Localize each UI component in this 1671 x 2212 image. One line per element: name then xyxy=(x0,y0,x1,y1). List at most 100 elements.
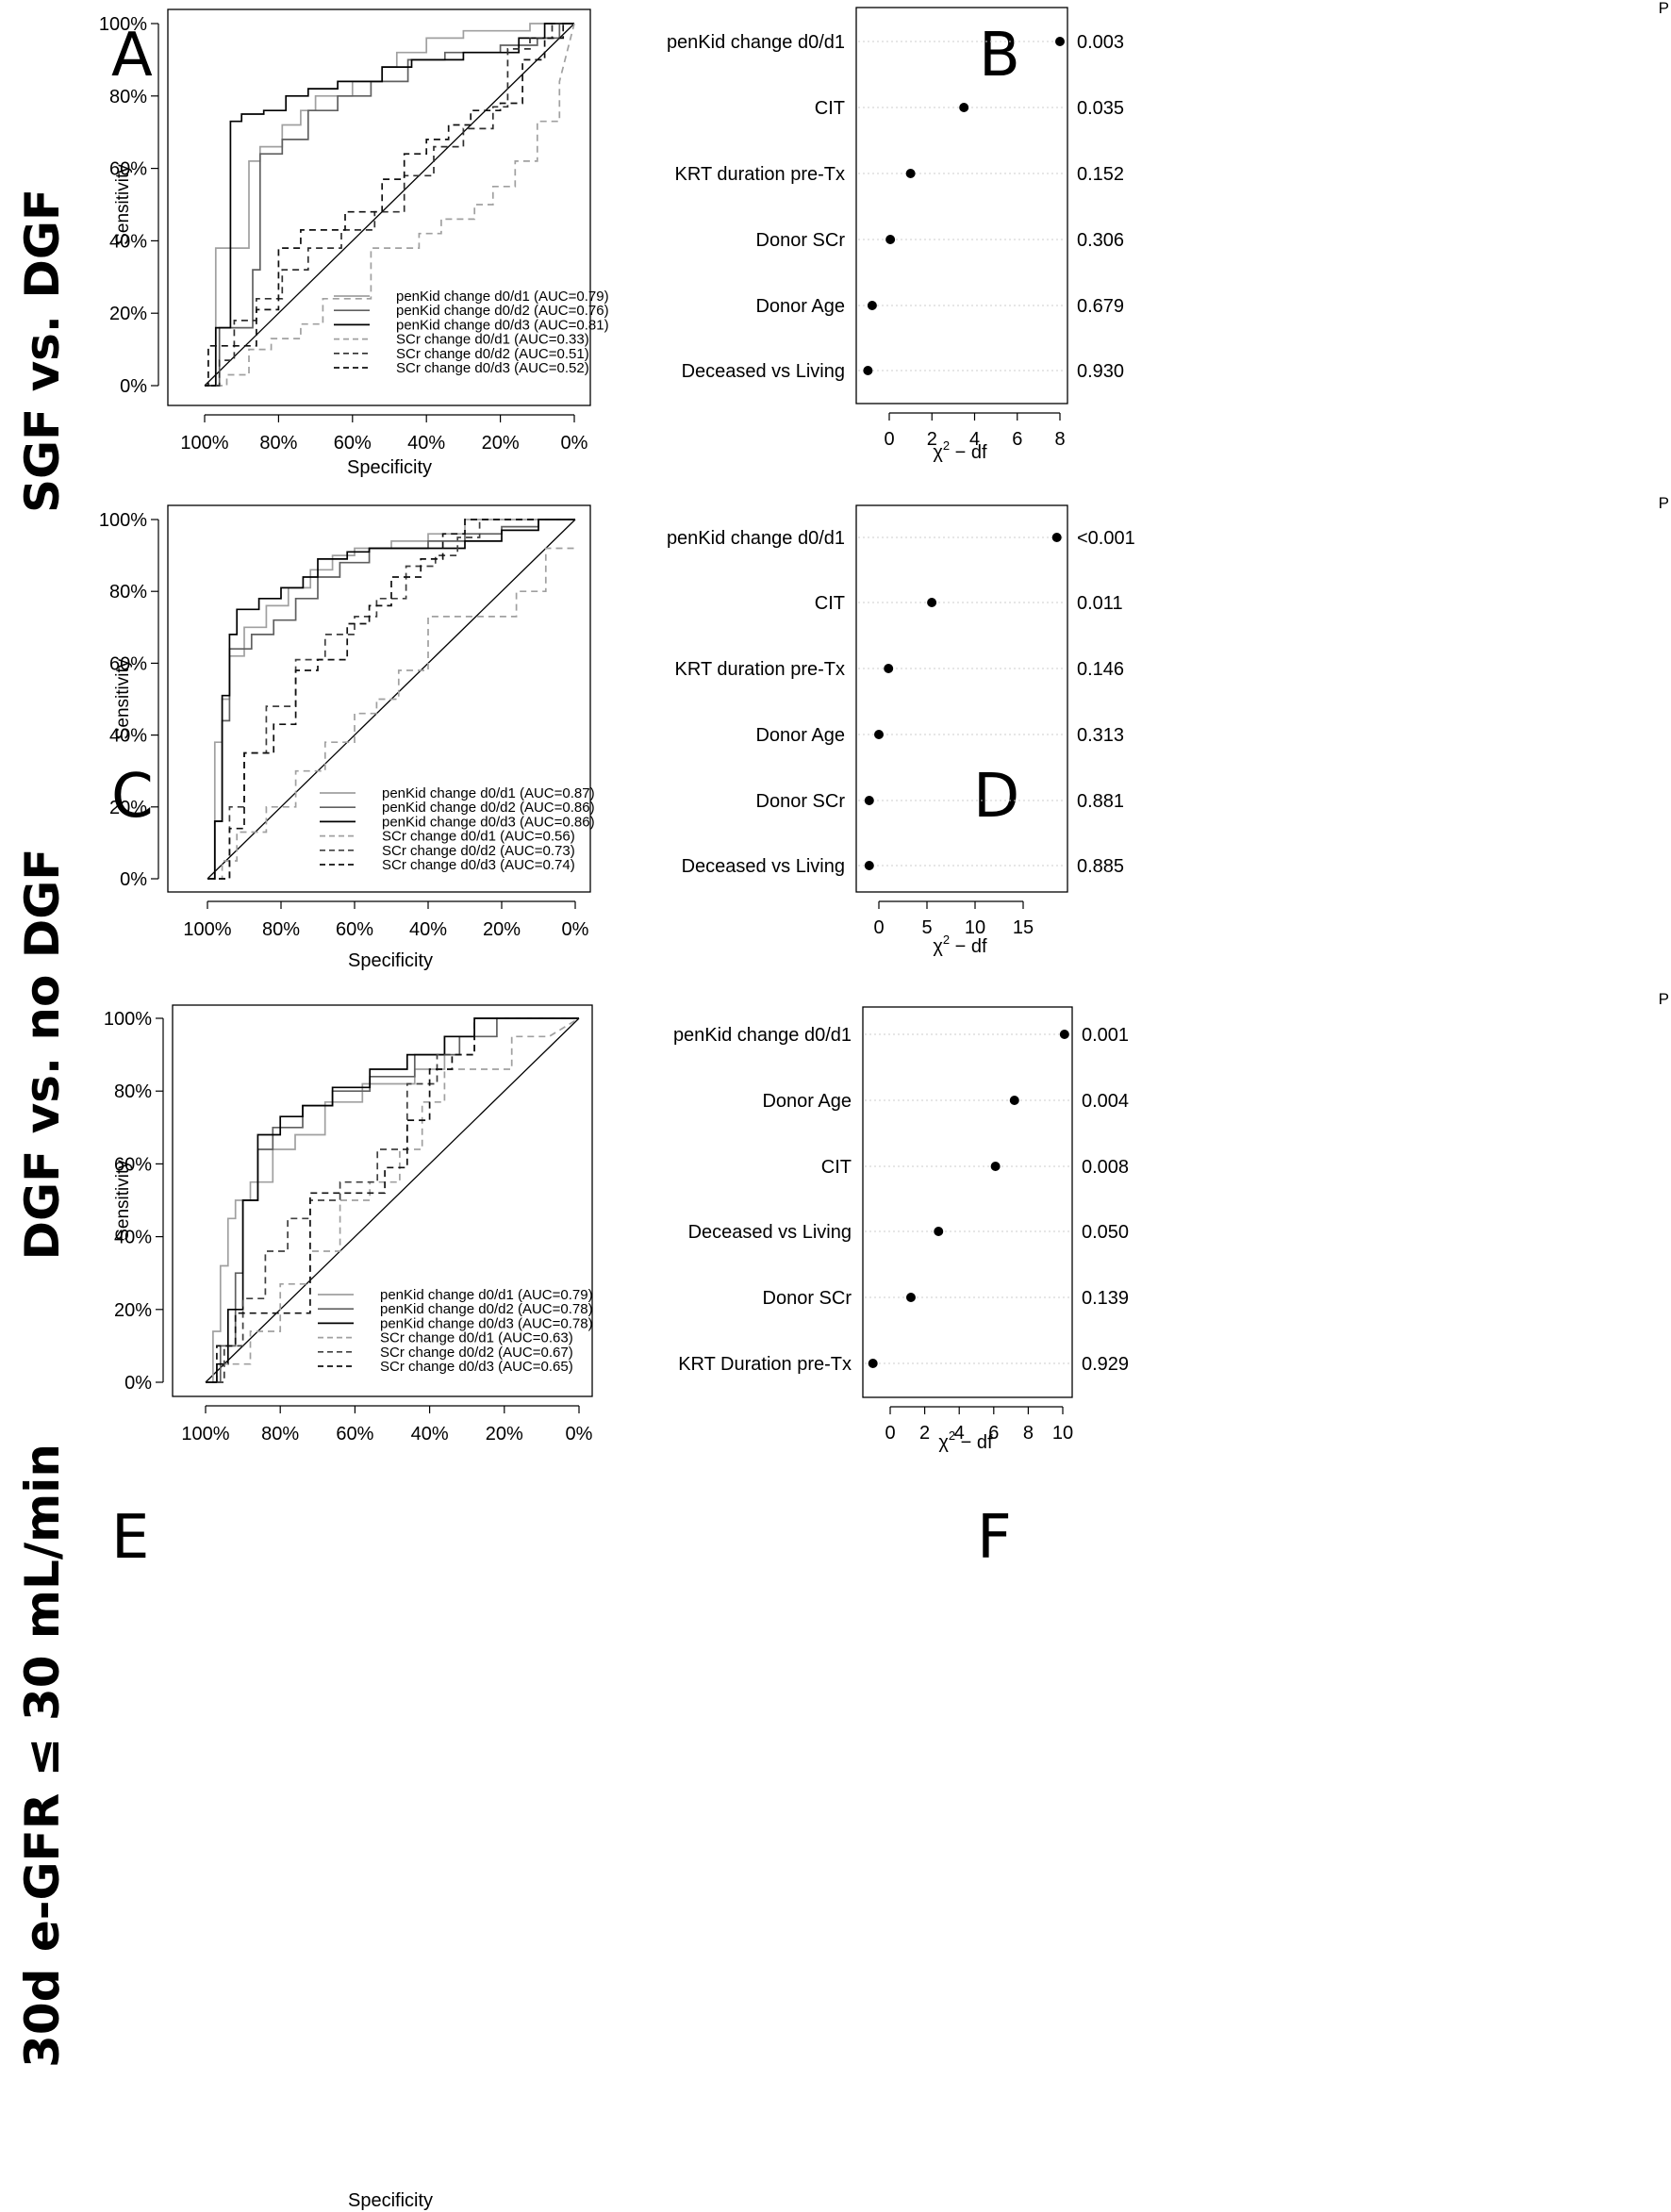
roc-curve-e-6 xyxy=(206,1017,579,1383)
roc-curve-c-4 xyxy=(207,547,575,880)
legend-label-c-3: penKid change d0/d3 (AUC=0.86) xyxy=(382,814,595,830)
roc-curve-e-5 xyxy=(206,1017,579,1383)
p-value-f: 0.004 xyxy=(1082,1091,1129,1112)
x-tick-label-b: 6 xyxy=(1012,429,1022,450)
effect-point-d xyxy=(864,861,874,870)
y-axis-label-c: Sensitivity xyxy=(113,658,133,739)
x-tick-label-b: 0 xyxy=(884,429,894,450)
row-label-f: Donor SCr xyxy=(763,1288,852,1309)
x-tick-label-f: 4 xyxy=(954,1423,965,1444)
x-tick-label-c: 60% xyxy=(336,919,373,940)
row-label-d: KRT duration pre-Tx xyxy=(675,659,845,680)
x-axis-label-chi-b: χ xyxy=(933,442,943,463)
row-label-b: Donor SCr xyxy=(756,230,846,251)
row-label-b: Donor Age xyxy=(755,296,845,317)
x-axis-label-f: χ2 − df xyxy=(938,1428,993,1453)
roc-panel-c: 0% 20% 40% 60% 80% 100% 100% 80% 60% 40% 20% 0% Sens… xyxy=(99,504,595,971)
x-tick-label-a: 100% xyxy=(180,433,228,454)
x-axis-label-e: Specificity xyxy=(348,2190,433,2211)
effect-point-b xyxy=(885,235,896,244)
x-tick-label-c: 20% xyxy=(483,919,521,940)
effect-point-f xyxy=(934,1227,944,1236)
x-axis-label-c: Specificity xyxy=(348,950,433,971)
roc-curve-a-4 xyxy=(205,23,575,387)
y-tick-label-a: 0% xyxy=(120,376,147,397)
y-tick-label-c: 80% xyxy=(109,582,147,603)
p-value-b: 0.306 xyxy=(1077,230,1124,251)
x-axis-label-b: χ2 − df xyxy=(933,438,987,463)
plot-frame-f xyxy=(862,1006,1073,1398)
x-tick-label-c: 100% xyxy=(183,919,231,940)
y-tick-label-c: 100% xyxy=(99,510,147,531)
plot-frame-d xyxy=(855,504,1068,893)
x-tick-label-a: 0% xyxy=(561,433,588,454)
x-tick-label-e: 80% xyxy=(261,1424,299,1444)
row-label-d: penKid change d0/d1 xyxy=(667,528,845,549)
x-tick-label-e: 0% xyxy=(566,1424,593,1444)
row-label-2: DGF vs. no DGF xyxy=(15,849,70,1261)
reference-diagonal-e xyxy=(205,1017,580,1383)
legend-label-c-6: SCr change d0/d3 (AUC=0.74) xyxy=(382,857,575,873)
panel-letter-f: F xyxy=(977,1503,1012,1573)
legend-label-e-1: penKid change d0/d1 (AUC=0.79) xyxy=(380,1287,593,1303)
p-value-b: 0.679 xyxy=(1077,296,1124,317)
row-label-f: CIT xyxy=(821,1157,852,1178)
panel-letter-b: B xyxy=(979,21,1020,91)
plot-frame-e xyxy=(172,1004,593,1397)
y-tick-label-e: 0% xyxy=(124,1373,152,1394)
x-tick-label-e: 100% xyxy=(181,1424,229,1444)
effect-point-d xyxy=(864,796,874,805)
y-tick-label-e: 80% xyxy=(114,1081,152,1102)
p-value-d: 0.313 xyxy=(1077,725,1124,746)
x-tick-label-a: 40% xyxy=(407,433,445,454)
effect-point-d xyxy=(874,730,884,739)
effect-point-d xyxy=(927,598,937,607)
p-header-b: P xyxy=(1659,0,1669,17)
p-header-f: P xyxy=(1659,990,1669,1008)
effect-point-b xyxy=(1055,37,1065,46)
p-value-f: 0.008 xyxy=(1082,1157,1129,1178)
x-tick-label-f: 10 xyxy=(1052,1423,1073,1444)
effect-point-f xyxy=(1009,1096,1019,1105)
legend-label-c-4: SCr change d0/d1 (AUC=0.56) xyxy=(382,829,575,845)
p-value-d: 0.146 xyxy=(1077,659,1124,680)
row-label-d: Donor Age xyxy=(755,725,845,746)
panel-letter-a: A xyxy=(111,21,153,91)
roc-curve-c-2 xyxy=(207,519,575,880)
y-tick-label-a: 40% xyxy=(109,231,147,252)
x-tick-label-b: 4 xyxy=(969,429,980,450)
row-label-b: penKid change d0/d1 xyxy=(667,32,845,53)
effect-point-f xyxy=(1059,1030,1069,1039)
y-axis-label-a: Sensitivity xyxy=(113,164,133,245)
roc-curve-c-3 xyxy=(207,519,575,880)
plot-frame-b xyxy=(855,7,1068,404)
p-value-b: 0.035 xyxy=(1077,98,1124,119)
legend-label-e-5: SCr change d0/d2 (AUC=0.67) xyxy=(380,1345,573,1361)
roc-curve-c-1 xyxy=(207,519,575,880)
plot-frame-a xyxy=(167,8,591,406)
x-tick-label-d: 0 xyxy=(873,917,884,938)
y-tick-label-c: 20% xyxy=(109,798,147,818)
legend-label-e-4: SCr change d0/d1 (AUC=0.63) xyxy=(380,1330,573,1346)
row-label-f: KRT Duration pre-Tx xyxy=(678,1354,852,1375)
p-value-d: 0.881 xyxy=(1077,791,1124,812)
roc-panel-a: 0% 20% 40% 60% 80% 100% 100% 80% 60% 40% 20% 0% Sens… xyxy=(99,8,609,478)
x-tick-label-c: 0% xyxy=(562,919,589,940)
x-axis-label-a: Specificity xyxy=(347,457,432,478)
legend-label-a-1: penKid change d0/d1 (AUC=0.79) xyxy=(396,289,609,305)
x-tick-label-f: 2 xyxy=(919,1423,930,1444)
y-axis-label-e: Sensitivity xyxy=(113,1160,133,1241)
roc-curve-e-4 xyxy=(206,1017,580,1383)
effect-point-f xyxy=(990,1162,1001,1171)
x-axis-label-df-f: − df xyxy=(955,1432,993,1453)
legend-label-a-6: SCr change d0/d3 (AUC=0.52) xyxy=(396,360,589,376)
reference-diagonal-a xyxy=(204,23,575,387)
legend-label-c-5: SCr change d0/d2 (AUC=0.73) xyxy=(382,843,575,859)
y-tick-label-a: 100% xyxy=(99,14,147,35)
row-label-b: Deceased vs Living xyxy=(682,361,845,382)
row-label-3: 30d e-GFR ≤ 30 mL/min xyxy=(15,1444,70,2068)
x-tick-label-e: 20% xyxy=(486,1424,523,1444)
effect-point-f xyxy=(905,1293,916,1302)
